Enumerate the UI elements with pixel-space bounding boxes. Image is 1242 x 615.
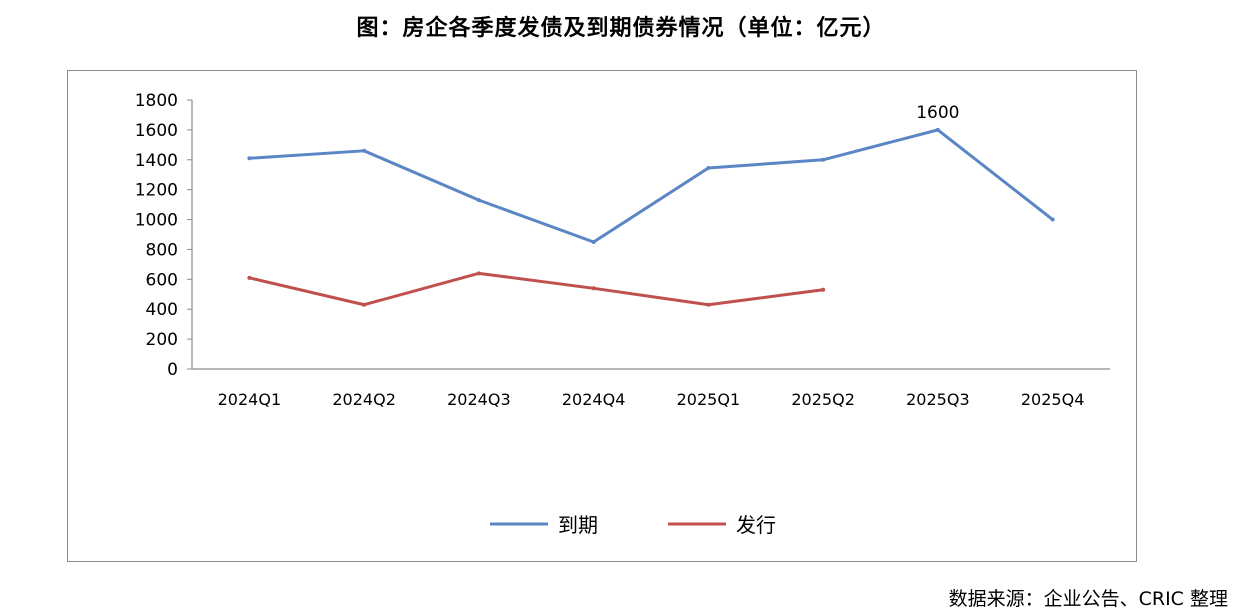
x-tick-label: 2024Q1 (218, 390, 282, 409)
x-tick-label: 2025Q3 (906, 390, 970, 409)
y-tick-label: 800 (146, 240, 178, 260)
y-tick-label: 0 (167, 360, 178, 380)
data-point (821, 157, 826, 162)
legend-label: 到期 (558, 513, 598, 537)
y-tick-label: 1600 (135, 121, 178, 141)
legend-label: 发行 (736, 513, 776, 537)
x-tick-label: 2025Q1 (677, 390, 741, 409)
source-note: 数据来源：企业公告、CRIC 整理 (948, 588, 1228, 610)
data-point (476, 198, 481, 203)
data-point (591, 239, 596, 244)
x-tick-label: 2024Q4 (562, 390, 626, 409)
y-tick-label: 600 (146, 270, 178, 290)
x-tick-label: 2024Q3 (447, 390, 511, 409)
data-label: 1600 (916, 103, 959, 123)
data-point (247, 156, 252, 161)
data-point (935, 127, 940, 132)
x-tick-label: 2025Q2 (791, 390, 855, 409)
chart-title: 图：房企各季度发债及到期债券情况（单位：亿元） (356, 16, 886, 41)
data-point (591, 286, 596, 291)
y-tick-label: 200 (146, 330, 178, 350)
series-line-2 (247, 271, 825, 307)
y-tick-label: 1000 (135, 211, 178, 231)
x-tick-label: 2025Q4 (1021, 390, 1085, 409)
y-tick-label: 1800 (135, 91, 178, 111)
data-point (706, 302, 711, 307)
data-point (247, 275, 252, 280)
y-tick-label: 400 (146, 300, 178, 320)
x-tick-label: 2024Q2 (332, 390, 396, 409)
data-point (362, 302, 367, 307)
data-point (706, 165, 711, 170)
y-tick-label: 1200 (135, 181, 178, 201)
data-point (821, 287, 826, 292)
chart-area-border (67, 70, 1137, 562)
y-tick-label: 1400 (135, 151, 178, 171)
series-line-1 (247, 128, 1055, 244)
data-point (362, 148, 367, 153)
data-point (476, 271, 481, 276)
data-point (1050, 217, 1055, 222)
